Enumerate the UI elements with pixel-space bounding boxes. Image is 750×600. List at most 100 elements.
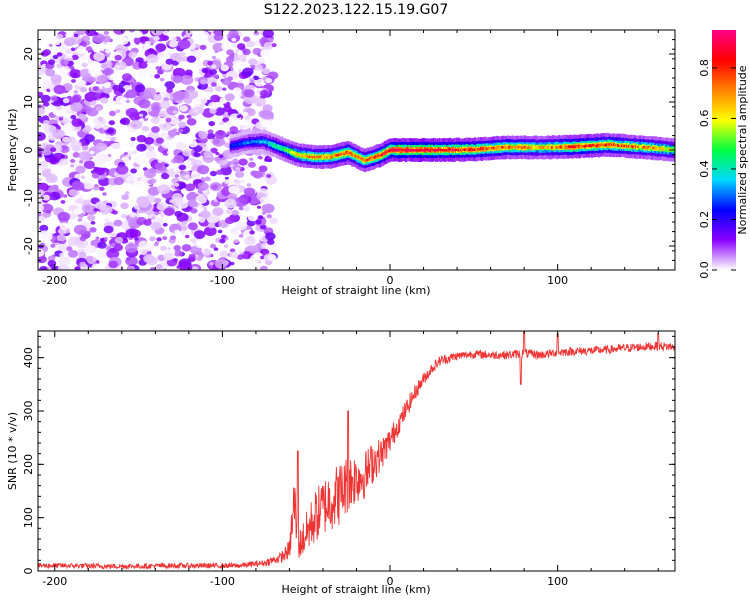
noise-blob [236,114,242,119]
noise-blob [119,137,132,148]
noise-blob [128,51,138,59]
noise-blob [214,50,219,54]
noise-blob [266,174,272,178]
colorbar-tick-label: 0.2 [698,211,711,229]
noise-blob [156,84,167,93]
noise-blob [130,168,137,174]
noise-blob [53,84,66,95]
noise-blob [73,208,83,215]
noise-blob [222,87,227,91]
noise-blob [154,74,161,79]
noise-blob [162,236,168,241]
noise-blob [237,50,243,55]
noise-blob [234,171,245,179]
noise-blob [191,80,199,87]
noise-blob [38,132,46,141]
noise-blob [209,262,214,266]
noise-blob [166,258,178,267]
noise-blob [238,249,244,253]
noise-blob [42,194,51,201]
noise-blob [225,208,233,215]
noise-blob [95,142,107,152]
noise-blob [271,43,277,48]
noise-blob [158,210,163,214]
noise-blob [159,100,171,109]
noise-blob [214,130,227,139]
noise-blob [161,172,170,180]
colorbar-tick-label: 0.4 [698,160,711,178]
noise-blob [254,64,263,71]
noise-blob [171,99,177,103]
noise-blob [164,163,169,167]
noise-blob [208,101,219,111]
noise-blob [260,255,265,260]
noise-blob [246,40,255,48]
noise-blob [168,40,179,48]
noise-blob [216,169,224,175]
noise-blob [220,64,230,72]
noise-blob [147,145,155,152]
spectrogram-x-tick-label: 100 [547,274,568,287]
spectrogram-x-tick-label: 0 [387,274,394,287]
noise-blob [190,208,198,214]
snr-x-tick-label: 0 [387,575,394,588]
noise-blob [243,89,255,98]
noise-blob [120,117,131,126]
noise-blob [235,167,240,171]
noise-blob [38,212,42,217]
noise-blob [141,125,149,132]
noise-blob [229,251,239,259]
noise-blob [238,234,244,238]
noise-blob [153,94,162,101]
noise-blob [45,68,56,77]
noise-blob [241,251,252,260]
noise-blob [163,97,169,102]
noise-blob [50,157,58,163]
noise-blob [220,166,232,176]
noise-blob [62,59,69,65]
ridge-cell [283,147,287,151]
ridge-cell [276,145,280,148]
noise-blob [68,188,79,197]
noise-blob [224,216,235,225]
noise-blob [171,60,179,66]
noise-blob [207,222,216,229]
noise-blob [213,74,219,78]
noise-blob [164,81,176,90]
noise-blob [154,211,160,216]
noise-blob [96,74,109,85]
noise-blob [74,266,81,270]
noise-blob [57,243,70,253]
noise-blob [214,85,223,92]
noise-blob [243,236,256,246]
noise-blob [267,158,273,163]
noise-blob [83,160,95,169]
noise-blob [172,75,184,84]
noise-blob [213,33,224,41]
noise-blob [50,243,56,248]
noise-blob [258,165,268,173]
noise-blob [157,158,163,164]
noise-blob [214,156,221,162]
noise-blob [207,30,215,33]
noise-blob [40,231,53,242]
noise-blob [124,150,134,157]
noise-blob [260,265,268,270]
noise-blob [104,218,110,223]
snr-y-tick-label: 100 [22,507,35,528]
noise-blob [66,30,74,34]
noise-blob [121,73,133,82]
noise-blob [160,245,168,251]
noise-blob [262,104,273,113]
ridge-cell [279,146,283,149]
noise-blob [262,67,271,75]
snr-series-line [38,331,675,571]
noise-blob [210,94,221,103]
noise-blob [188,140,198,148]
noise-blob [162,215,174,224]
noise-blob [149,236,156,242]
noise-blob [215,152,220,156]
noise-blob [147,48,155,54]
noise-blob [223,105,232,113]
